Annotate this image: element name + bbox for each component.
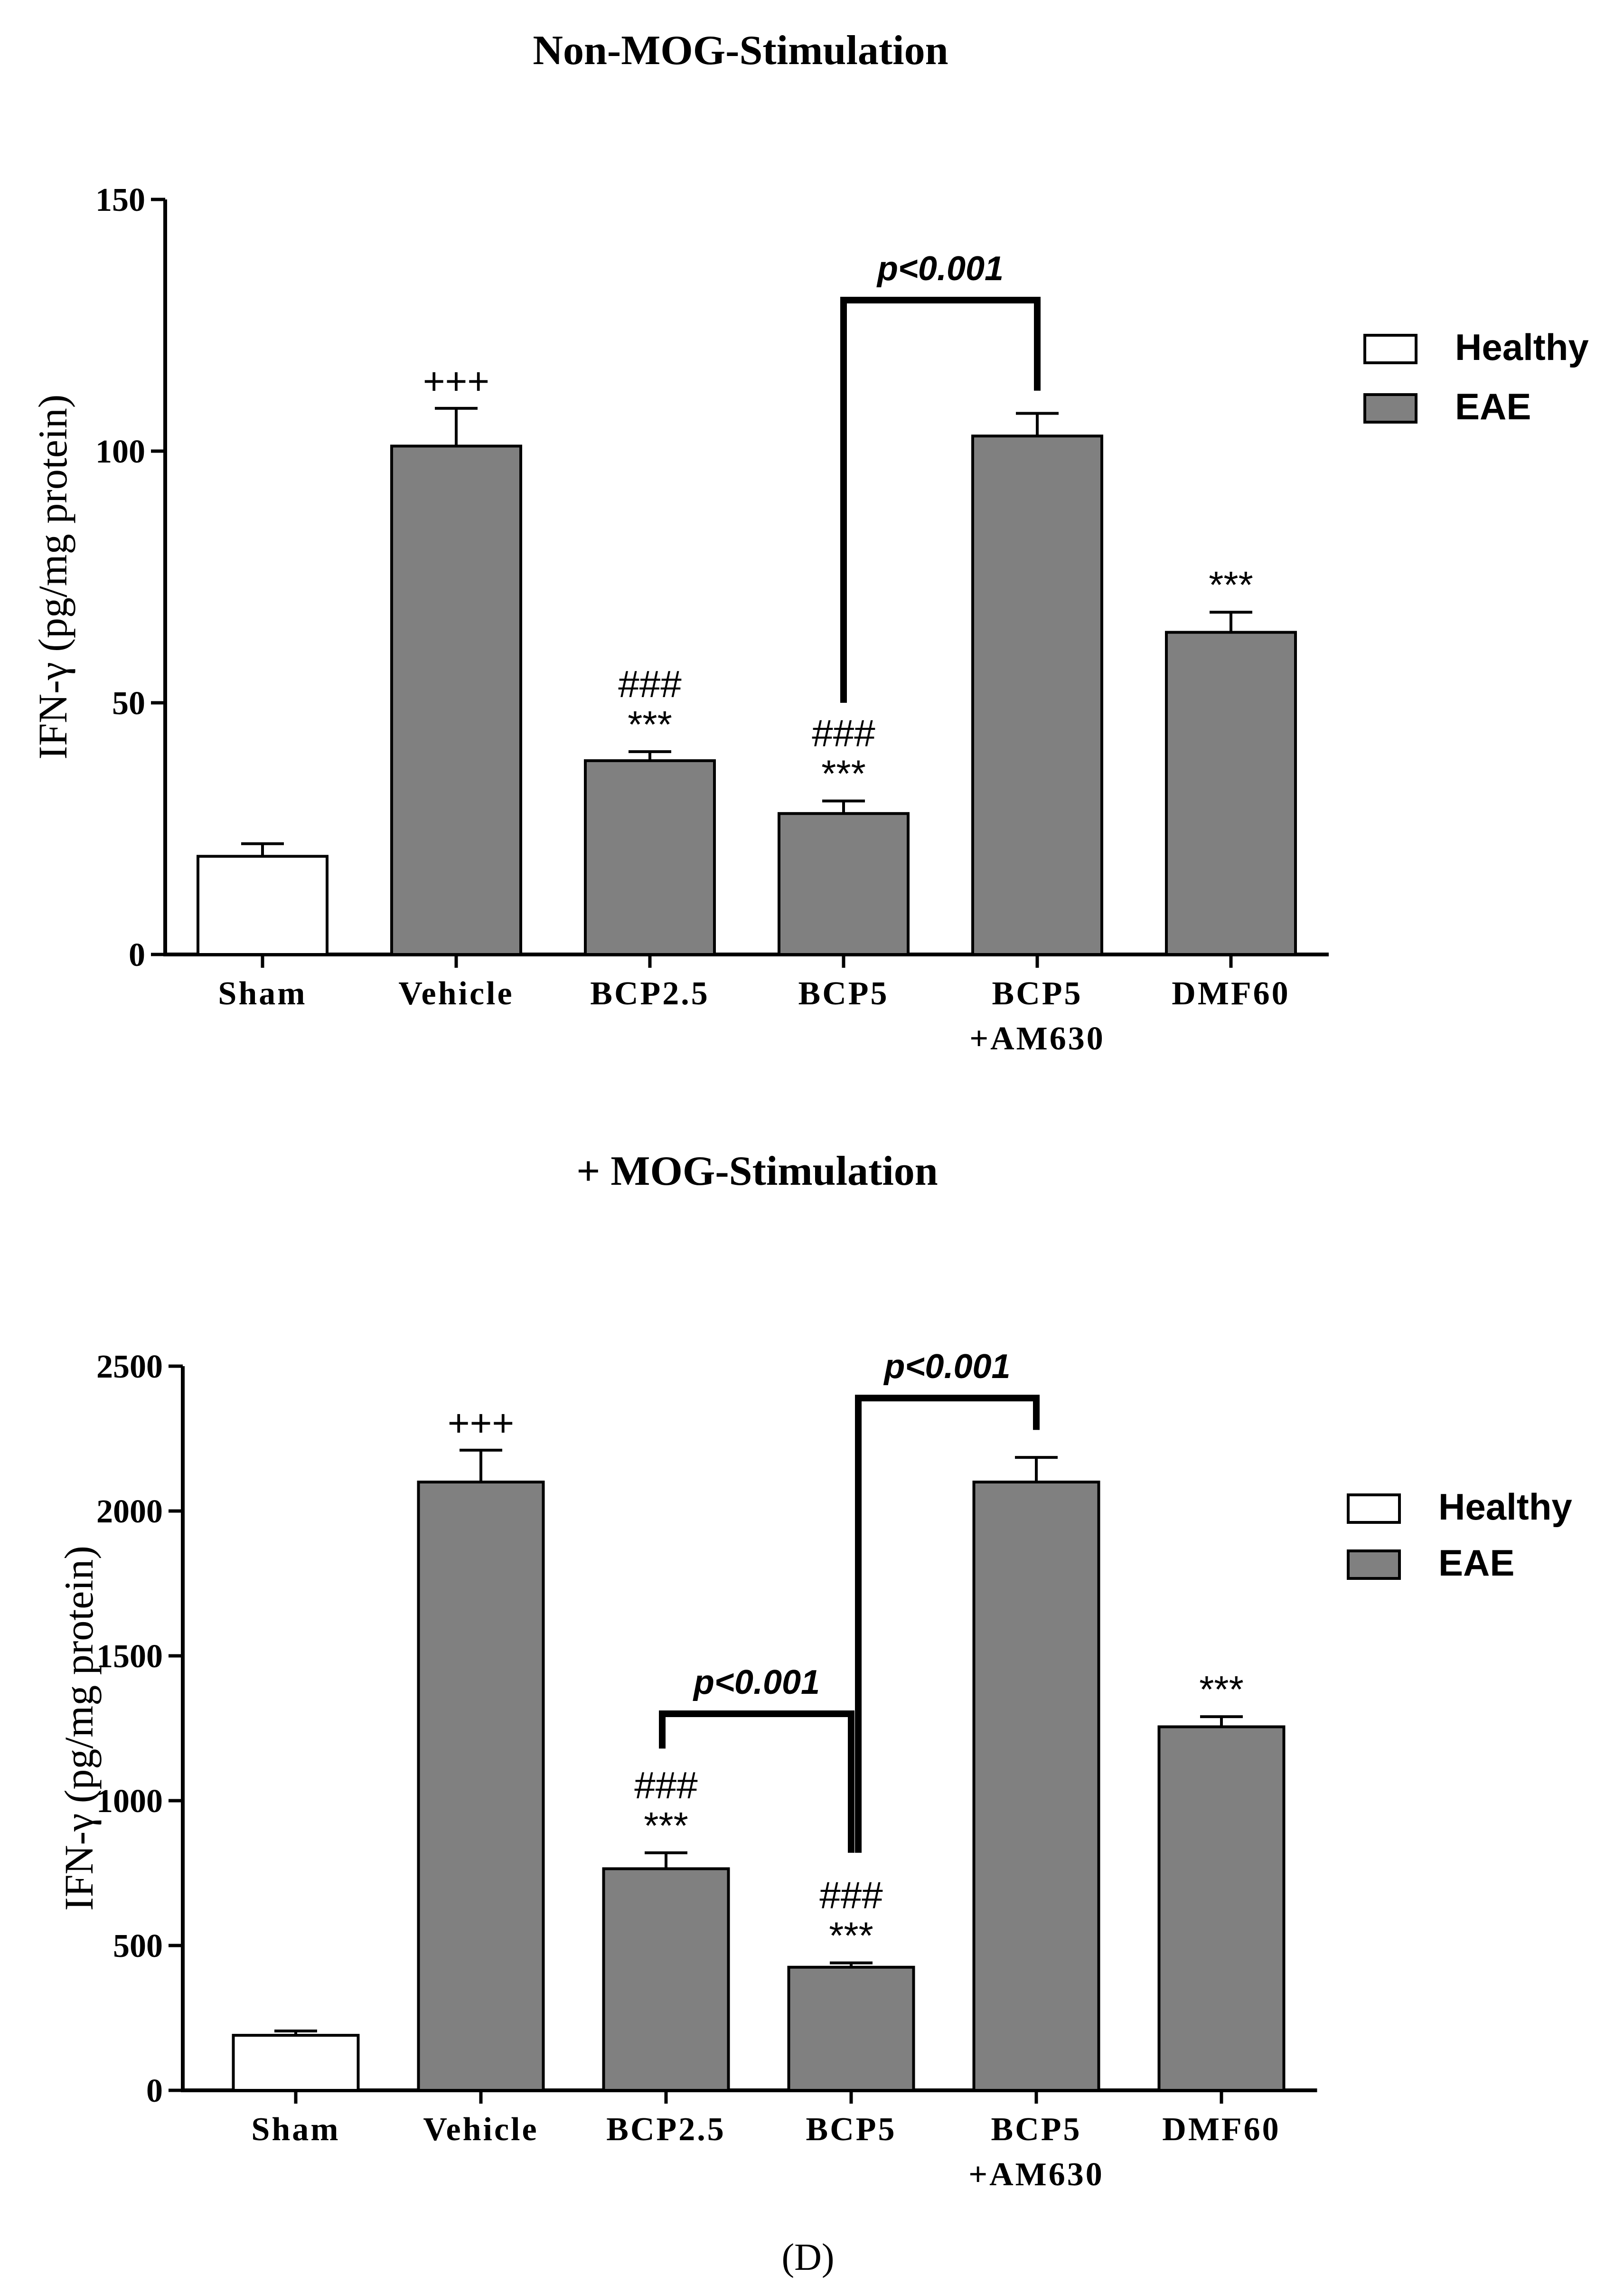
chart-mog-stimulation: + MOG-Stimulation IFN-γ (pg/mg protein) 0 5… <box>56 1148 1572 2193</box>
significance-marker: ### <box>618 663 682 705</box>
significance-marker: *** <box>829 1915 873 1957</box>
significance-marker: ### <box>812 712 875 755</box>
x-tick-label: +AM630 <box>969 1020 1105 1057</box>
eae-legend-swatch <box>1347 1549 1401 1580</box>
y-tick-label: 150 <box>95 182 145 218</box>
comparison-bracket <box>855 1395 1040 1853</box>
significance-marker: *** <box>1209 564 1253 606</box>
p-value-label: p<0.001 <box>876 250 1004 288</box>
legend-label: EAE <box>1438 1542 1514 1584</box>
bar <box>787 1965 915 2092</box>
y-tick-label: 0 <box>146 2073 163 2109</box>
x-tick-label: BCP5 <box>798 975 889 1012</box>
comparison-bracket <box>840 297 1041 703</box>
bar <box>971 434 1103 956</box>
healthy-legend-swatch <box>1363 334 1417 364</box>
y-tick-label: 1000 <box>96 1783 163 1820</box>
legend-label: Healthy <box>1455 326 1589 368</box>
bar <box>778 812 910 956</box>
chart-title: Non-MOG-Stimulation <box>533 28 948 74</box>
x-tick-label: Sham <box>251 2111 340 2148</box>
bar <box>197 855 329 956</box>
comparison-bracket <box>659 1710 854 1853</box>
x-tick-label: Vehicle <box>423 2111 538 2148</box>
significance-marker: ### <box>819 1874 883 1917</box>
x-tick-label: BCP5 <box>991 2111 1082 2148</box>
x-tick-label: BCP2.5 <box>606 2111 726 2148</box>
legend-label: Healthy <box>1438 1486 1572 1528</box>
x-tick-label: +AM630 <box>968 2156 1104 2193</box>
bar <box>972 1481 1100 2092</box>
chart-non-mog-stimulation: Non-MOG-Stimulation IFN-γ (pg/mg protein)… <box>30 28 1589 1057</box>
y-tick-label: 2000 <box>96 1493 163 1530</box>
significance-marker: *** <box>644 1804 688 1847</box>
p-value-label: p<0.001 <box>693 1663 820 1701</box>
x-tick-label: BCP5 <box>806 2111 897 2148</box>
significance-marker: ### <box>634 1764 698 1806</box>
y-tick-label: 0 <box>129 937 145 973</box>
bar <box>584 759 716 956</box>
eae-legend-swatch <box>1363 393 1417 424</box>
y-tick-label: 1500 <box>96 1638 163 1675</box>
bar <box>232 2034 360 2092</box>
significance-marker: +++ <box>448 1402 514 1444</box>
y-tick-label: 50 <box>112 685 145 722</box>
x-tick-label: DMF60 <box>1162 2111 1280 2148</box>
x-tick-label: BCP2.5 <box>590 975 710 1012</box>
x-tick-label: DMF60 <box>1172 975 1290 1012</box>
significance-marker: *** <box>628 703 672 746</box>
bar <box>1157 1725 1286 2092</box>
bar <box>602 1867 730 2092</box>
significance-marker: +++ <box>423 360 489 402</box>
x-tick-label: Sham <box>218 975 307 1012</box>
bar <box>390 444 522 956</box>
y-tick-label: 2500 <box>96 1349 163 1385</box>
significance-marker: *** <box>821 753 865 795</box>
healthy-legend-swatch <box>1347 1493 1401 1524</box>
x-tick-label: Vehicle <box>398 975 514 1012</box>
legend-label: EAE <box>1455 386 1531 427</box>
y-tick-label: 100 <box>95 434 145 470</box>
y-tick-label: 500 <box>113 1928 163 1964</box>
chart-title: + MOG-Stimulation <box>576 1148 938 1194</box>
y-axis-label: IFN-γ (pg/mg protein) <box>30 395 75 760</box>
x-tick-label: BCP5 <box>992 975 1083 1012</box>
y-axis-label: IFN-γ (pg/mg protein) <box>56 1546 102 1911</box>
bar <box>1165 631 1297 956</box>
significance-marker: *** <box>1199 1668 1243 1710</box>
bar <box>417 1481 545 2092</box>
panel-label: (D) <box>781 2237 834 2278</box>
p-value-label: p<0.001 <box>883 1348 1010 1386</box>
